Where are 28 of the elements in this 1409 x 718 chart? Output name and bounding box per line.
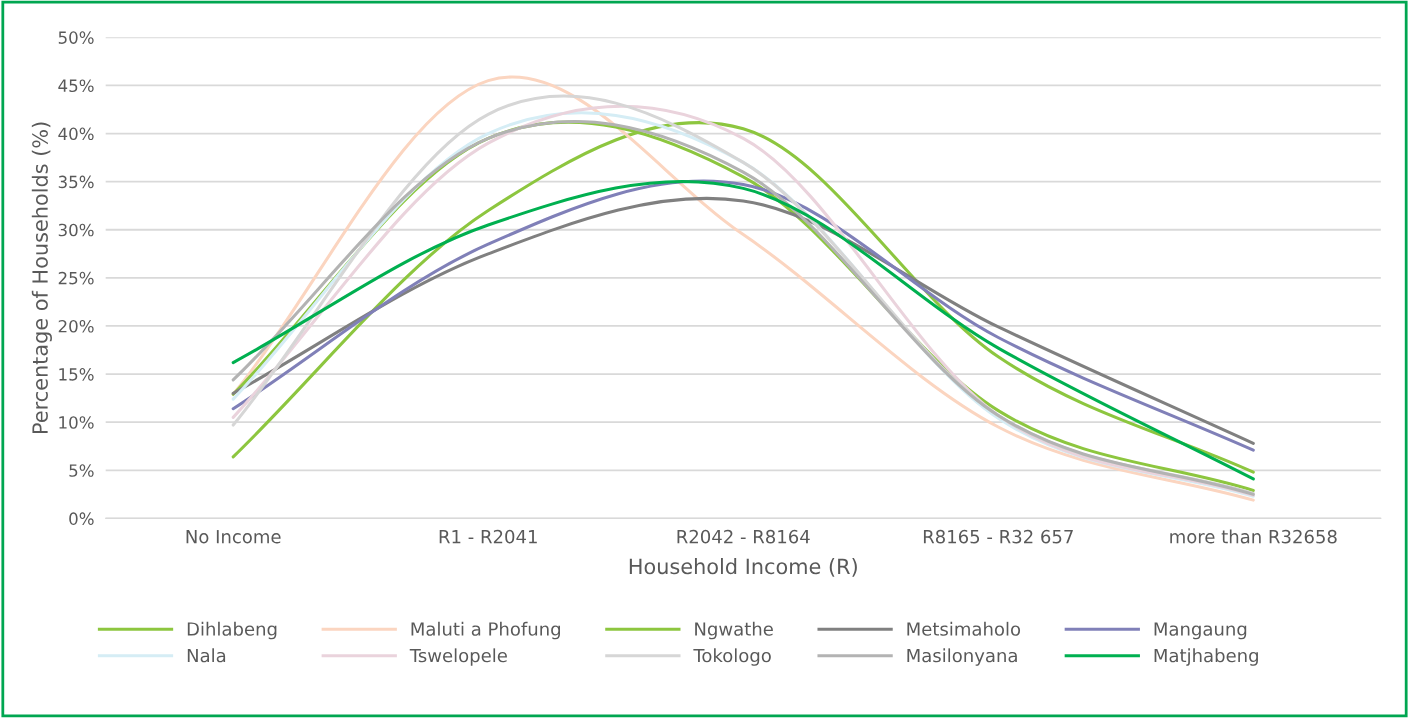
x-tick-label: R2042 - R8164 <box>677 529 810 544</box>
x-tick-label: more than R32658 <box>1170 529 1337 544</box>
legend-label: Tswelopele <box>409 648 507 666</box>
y-tick-label: 25% <box>58 271 94 285</box>
x-tick-label: R8165 - R32 657 <box>923 529 1073 544</box>
y-tick-label: 50% <box>58 31 94 44</box>
x-tick-label: R1 - R2041 <box>439 529 537 544</box>
y-tick-label: 0% <box>69 512 94 525</box>
y-tick-label: 30% <box>58 223 94 237</box>
y-tick-label: 40% <box>58 127 94 141</box>
x-tick-label: No Income <box>186 530 281 544</box>
legend-label: Tokologo <box>693 648 771 666</box>
x-axis-title: Household Income (R) <box>629 558 857 577</box>
legend-label: Maluti a Phofung <box>411 621 560 640</box>
legend-label: Metsimaholo <box>907 621 1021 636</box>
legend-label: Dihlabeng <box>187 621 277 640</box>
y-tick-label: 35% <box>58 175 94 189</box>
y-axis-title: Percentage of Households (%) <box>31 122 52 433</box>
y-tick-label: 45% <box>58 79 94 93</box>
legend-label: Ngwathe <box>695 621 773 640</box>
legend-label: Masilonyana <box>907 648 1017 666</box>
legend-label: Nala <box>187 648 226 663</box>
legend-label: Mangaung <box>1154 622 1247 640</box>
y-tick-label: 15% <box>59 368 94 381</box>
y-tick-label: 20% <box>58 319 94 333</box>
y-tick-label: 10% <box>59 416 94 429</box>
legend-label: Matjhabeng <box>1154 648 1258 666</box>
y-tick-label: 5% <box>69 464 94 477</box>
